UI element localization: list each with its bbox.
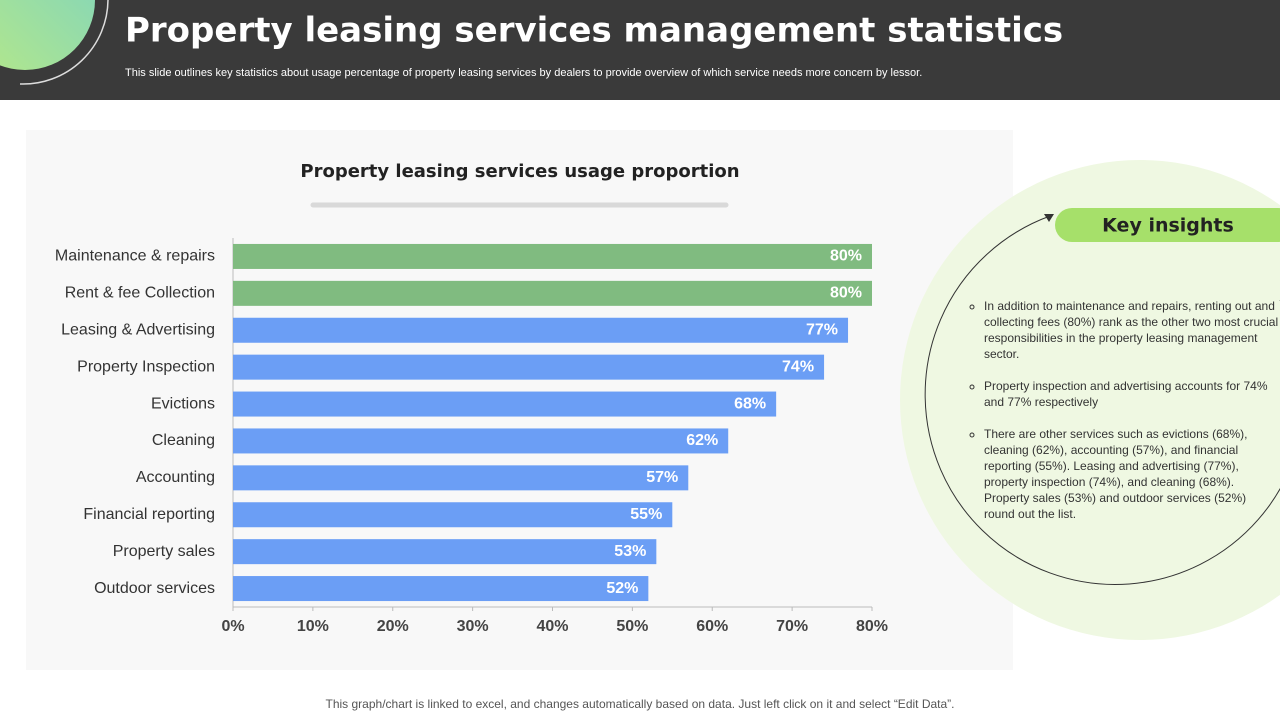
y-tick-label: Outdoor services: [94, 580, 215, 597]
insight-list: In addition to maintenance and repairs, …: [966, 298, 1279, 538]
y-tick-label: Property sales: [113, 543, 215, 560]
data-label: 57%: [646, 469, 678, 486]
insight-arc: [924, 215, 1280, 585]
bar: [233, 243, 872, 269]
y-tick-label: Maintenance & repairs: [55, 248, 215, 265]
chart-title: Property leasing services usage proporti…: [300, 161, 739, 182]
x-tick-label: 40%: [536, 618, 568, 635]
y-tick-label: Property Inspection: [77, 358, 215, 375]
x-tick-label: 50%: [616, 618, 648, 635]
insight-bg: [900, 160, 1280, 640]
data-label: 62%: [686, 432, 718, 449]
subtitle: This slide outlines key statistics about…: [125, 67, 922, 79]
insight-pill: [1055, 208, 1280, 242]
x-tick-label: 20%: [377, 618, 409, 635]
data-label: 80%: [830, 248, 862, 265]
x-tick-label: 10%: [297, 618, 329, 635]
y-tick-label: Leasing & Advertising: [61, 321, 215, 338]
y-tick-label: Rent & fee Collection: [65, 285, 215, 302]
data-label: 77%: [806, 321, 838, 338]
bar: [233, 317, 849, 343]
bar: [233, 428, 729, 454]
bar: [233, 354, 825, 380]
title: Property leasing services management sta…: [125, 11, 1063, 51]
y-tick-label: Evictions: [151, 395, 215, 412]
bar: [233, 391, 777, 417]
data-label: 53%: [614, 543, 646, 560]
y-tick-label: Cleaning: [152, 432, 215, 449]
arrow-head: [1044, 214, 1054, 222]
bar: [233, 576, 649, 602]
y-tick-label: Accounting: [136, 469, 215, 486]
data-label: 80%: [830, 285, 862, 302]
bar: [233, 502, 673, 528]
x-tick-label: 80%: [856, 618, 888, 635]
insight-item: There are other services such as evictio…: [984, 426, 1279, 522]
x-tick-label: 70%: [776, 618, 808, 635]
data-label: 52%: [606, 580, 638, 597]
decor-circle: [0, 0, 95, 70]
footer: This graph/chart is linked to excel, and…: [326, 697, 955, 711]
data-label: 68%: [734, 395, 766, 412]
bar: [233, 539, 657, 565]
y-tick-label: Financial reporting: [83, 506, 215, 523]
data-label: 55%: [630, 506, 662, 523]
x-tick-label: 0%: [221, 618, 244, 635]
insight-item: In addition to maintenance and repairs, …: [984, 298, 1279, 362]
header-bar: [0, 0, 1280, 100]
x-tick-label: 60%: [696, 618, 728, 635]
insight-title: Key insights: [1102, 215, 1234, 237]
insight-item: Property inspection and advertising acco…: [984, 378, 1279, 410]
x-tick-label: 30%: [457, 618, 489, 635]
bar: [233, 280, 872, 306]
data-label: 74%: [782, 358, 814, 375]
decor-arc: [19, 0, 109, 85]
bar: [233, 465, 689, 491]
